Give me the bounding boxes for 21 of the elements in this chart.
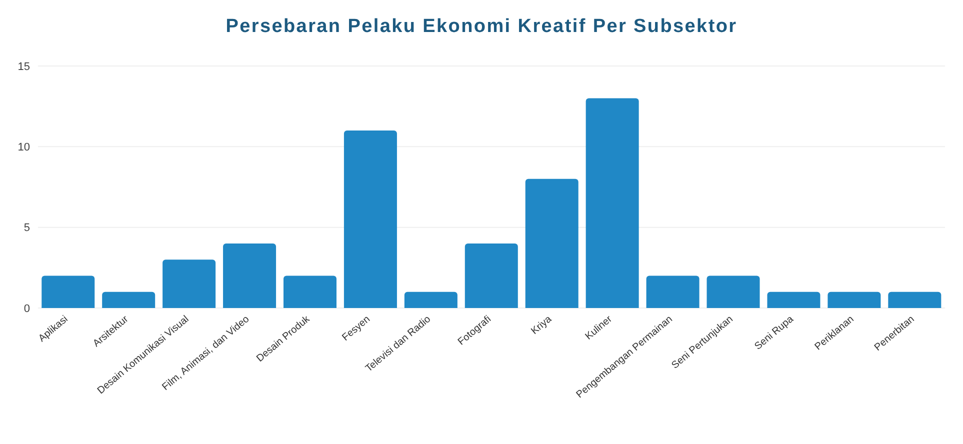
y-tick-label: 5 <box>24 222 30 234</box>
chart-title: Persebaran Pelaku Ekonomi Kreatif Per Subsektor <box>224 16 738 39</box>
bar <box>404 292 458 308</box>
x-tick-label: Kriya <box>529 314 554 337</box>
bar <box>828 292 881 308</box>
bar <box>586 98 639 308</box>
bar <box>223 243 276 308</box>
bar <box>464 243 518 308</box>
bar <box>706 276 760 308</box>
y-tick-label: 15 <box>18 60 30 73</box>
bar <box>102 292 156 308</box>
bar <box>525 178 578 308</box>
bar <box>162 260 216 308</box>
bar <box>888 292 942 308</box>
y-tick-label: 0 <box>24 302 30 315</box>
bar <box>646 276 700 308</box>
bar <box>344 130 397 308</box>
bar <box>42 276 95 308</box>
y-tick-label: 10 <box>18 142 30 154</box>
bar <box>767 292 820 308</box>
bar <box>283 276 336 308</box>
